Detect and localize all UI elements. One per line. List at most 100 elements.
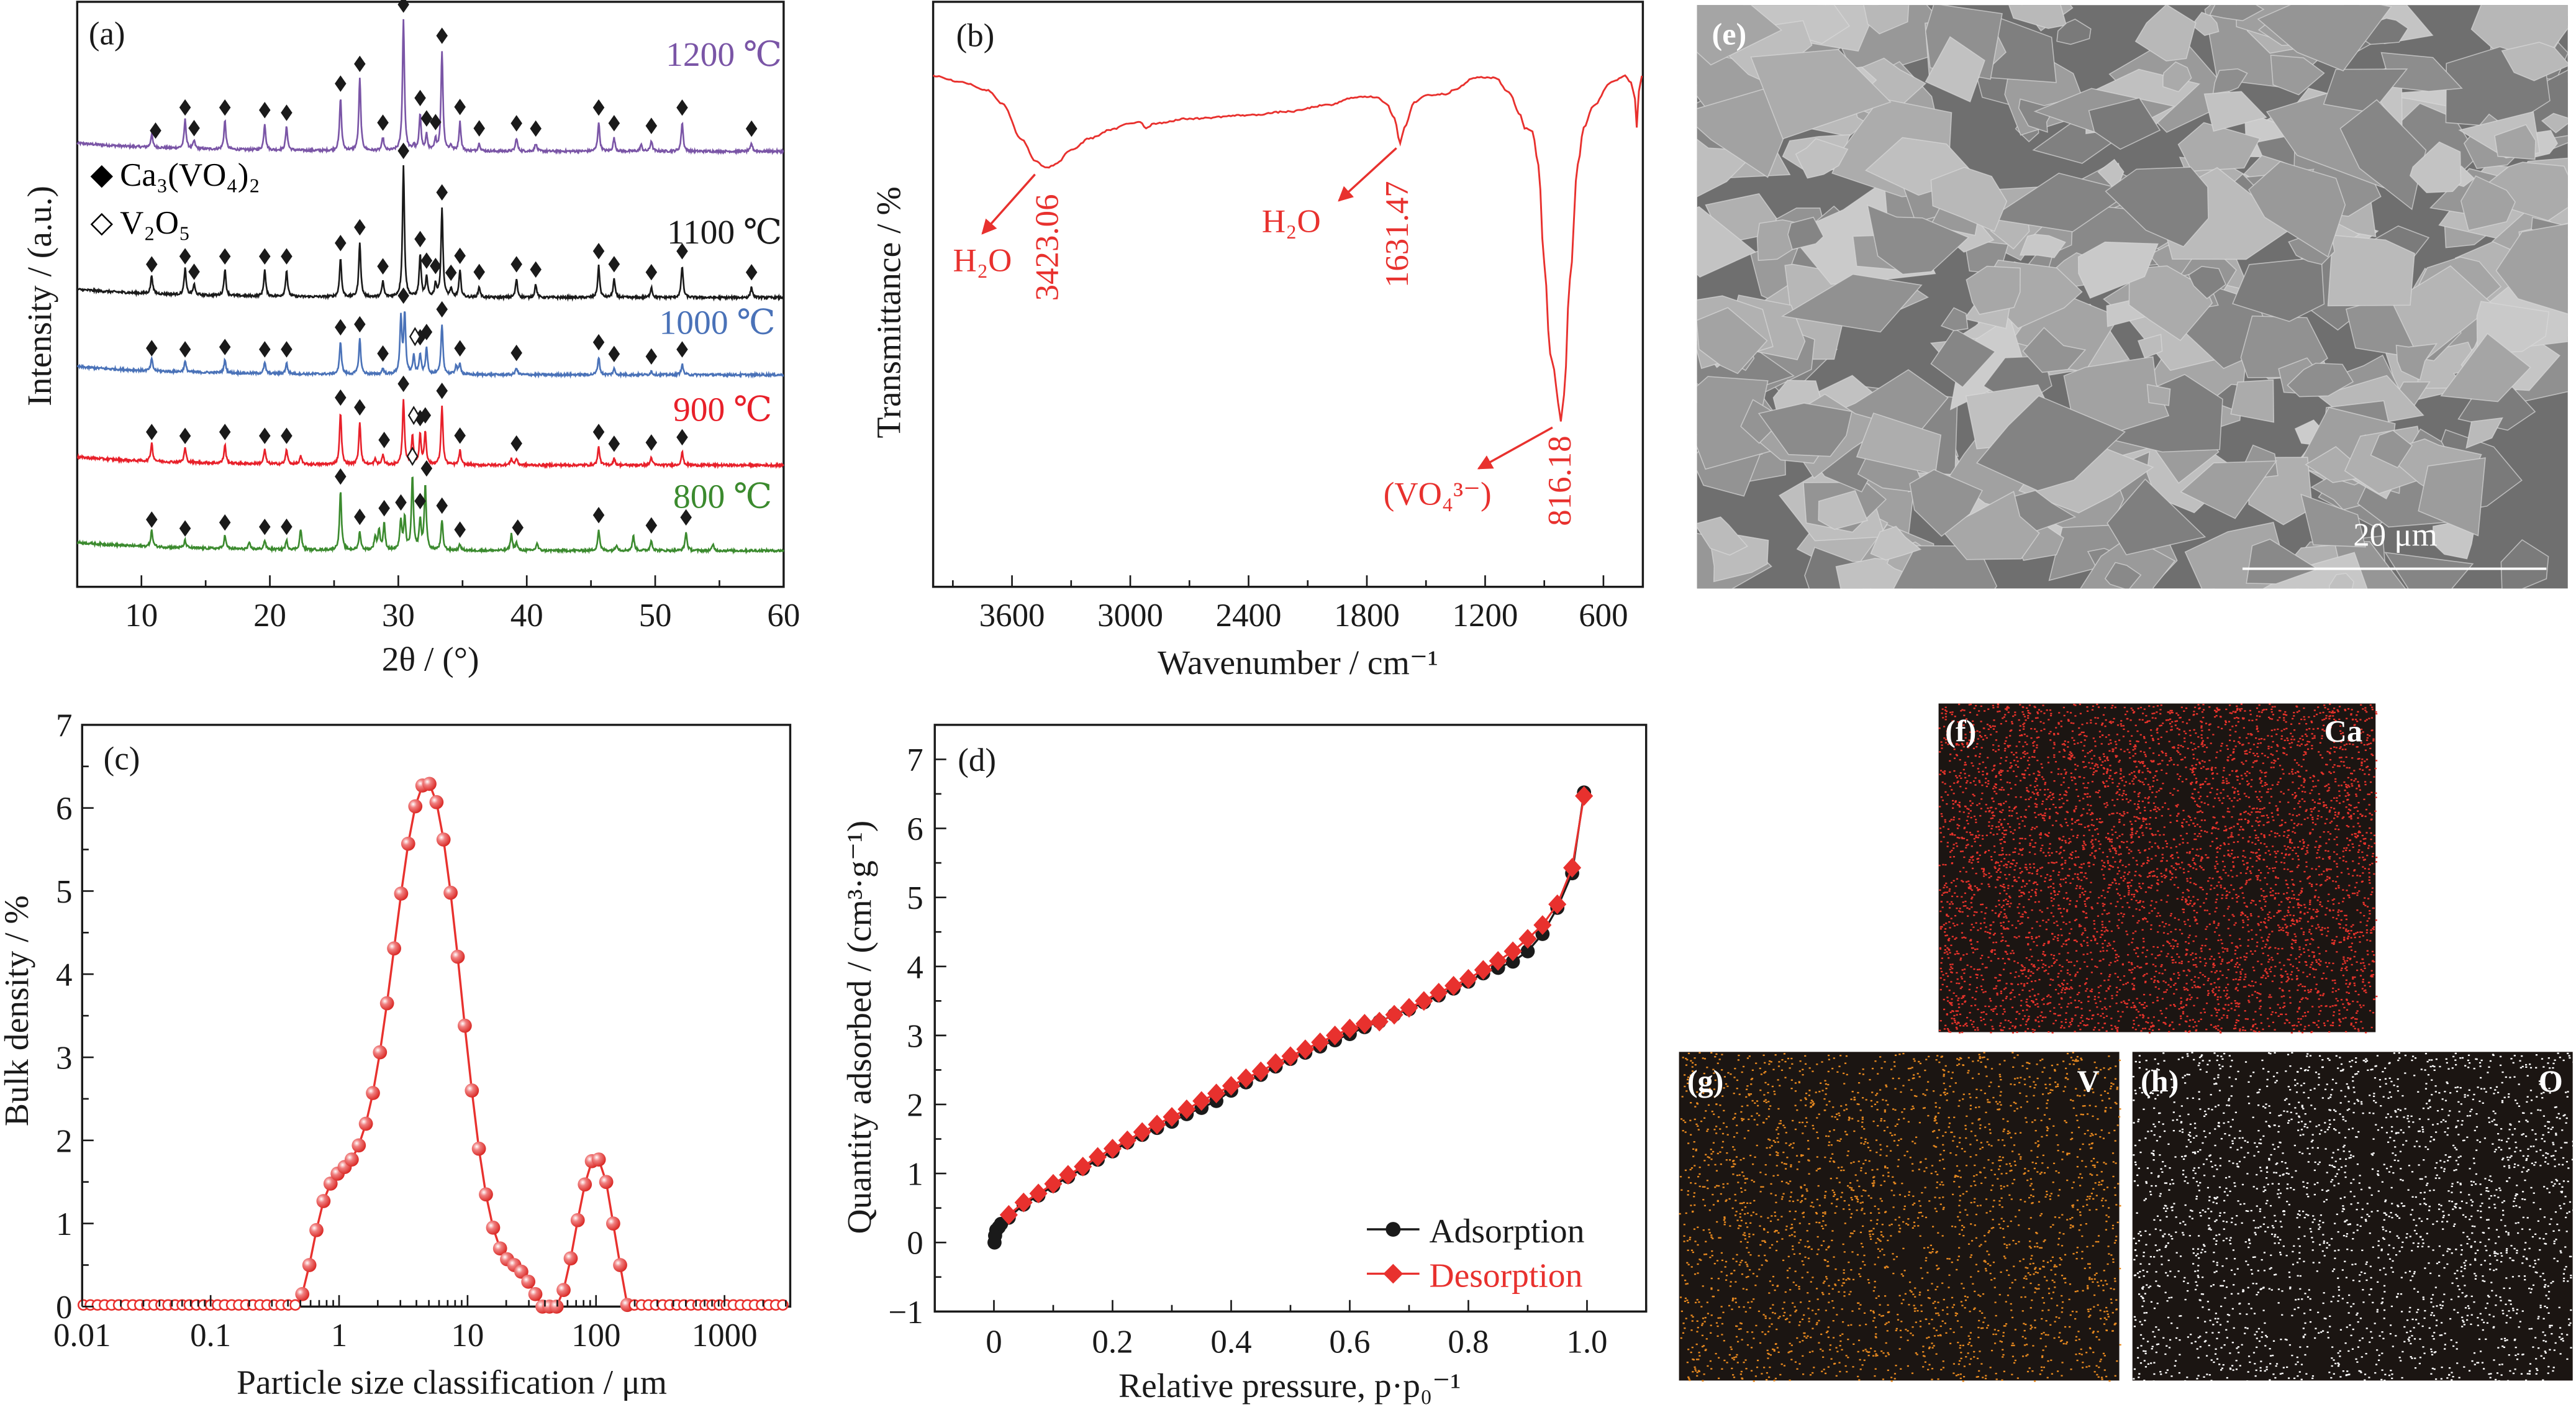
eds-dot — [2287, 868, 2289, 870]
eds-dot — [2141, 929, 2144, 931]
panel-f-eds-ca: (f) Ca — [1938, 703, 2378, 1034]
eds-dot — [2271, 931, 2274, 932]
eds-dot — [2005, 915, 2007, 917]
eds-dot — [2264, 922, 2266, 924]
eds-dot — [2223, 767, 2225, 769]
eds-dot — [2236, 790, 2239, 792]
panel-e-label: (e) — [1712, 17, 1747, 52]
eds-dot — [2292, 1024, 2294, 1027]
eds-dot — [2317, 990, 2320, 992]
eds-dot — [2357, 822, 2359, 824]
eds-dot — [2028, 763, 2031, 766]
eds-dot — [2083, 848, 2085, 850]
eds-dot — [2160, 860, 2162, 862]
eds-dot — [2211, 767, 2213, 768]
eds-dot — [2328, 789, 2330, 791]
eds-dot — [1939, 751, 1941, 753]
eds-dot — [2259, 808, 2261, 810]
eds-dot — [2325, 950, 2328, 952]
eds-dot — [2013, 996, 2016, 998]
eds-dot — [2279, 926, 2281, 929]
eds-dot — [2288, 854, 2291, 855]
eds-dot — [2002, 1029, 2004, 1031]
eds-dot — [2030, 936, 2033, 938]
eds-dot — [2334, 778, 2337, 780]
eds-dot — [2092, 863, 2095, 866]
eds-dot — [1946, 845, 1949, 847]
desorption-point — [1192, 1091, 1211, 1111]
y-tick-label: 0 — [907, 1226, 923, 1262]
eds-dot — [2321, 933, 2323, 936]
eds-dot — [2300, 927, 2303, 929]
eds-dot — [2131, 938, 2134, 940]
eds-dot — [2109, 769, 2112, 772]
eds-dot — [2347, 813, 2349, 814]
eds-dot — [2170, 847, 2172, 849]
eds-dot — [2058, 1003, 2061, 1005]
eds-dot — [2120, 773, 2122, 775]
eds-dot — [2029, 834, 2031, 837]
eds-dot — [2069, 921, 2071, 923]
eds-dot — [2307, 949, 2310, 951]
eds-dot — [2015, 764, 2017, 766]
eds-dot — [2157, 883, 2159, 885]
eds-dot — [2250, 851, 2252, 853]
eds-dot — [2303, 985, 2306, 988]
eds-dot — [2041, 911, 2043, 913]
eds-dot — [1939, 770, 1943, 772]
eds-dot — [2144, 891, 2147, 893]
eds-dot — [2356, 788, 2358, 790]
eds-dot — [2118, 1020, 2120, 1022]
eds-dot — [2024, 753, 2026, 755]
eds-dot — [2043, 778, 2045, 780]
eds-dot — [2193, 903, 2195, 905]
eds-dot — [1996, 994, 1998, 996]
eds-dot — [2193, 981, 2195, 983]
eds-dot — [1978, 756, 1981, 758]
eds-dot — [2103, 782, 2105, 785]
eds-dot — [2180, 962, 2183, 965]
eds-dot — [2128, 961, 2130, 963]
eds-dot — [2374, 767, 2377, 770]
eds-dot — [2365, 767, 2368, 768]
eds-dot — [2269, 994, 2271, 996]
eds-dot — [2298, 946, 2301, 948]
panel-a-x-axis: 10 20 30 40 50 60 — [76, 575, 800, 634]
eds-dot — [2164, 1023, 2167, 1025]
eds-dot — [2151, 910, 2153, 912]
v2o5-peak-marker — [407, 406, 420, 426]
eds-dot — [2366, 906, 2369, 908]
eds-dot — [2036, 968, 2039, 971]
eds-dot — [2070, 979, 2072, 981]
eds-dot — [2038, 967, 2040, 969]
eds-dot — [2375, 760, 2378, 762]
eds-dot — [2015, 1018, 2018, 1020]
eds-dot — [2141, 865, 2143, 867]
eds-dot — [2238, 793, 2240, 795]
eds-dot — [1982, 978, 1984, 981]
eds-dot — [2368, 773, 2370, 776]
eds-dot — [2193, 743, 2195, 745]
eds-dot — [2023, 906, 2025, 908]
eds-dot — [2141, 824, 2143, 827]
eds-dot — [2025, 975, 2027, 977]
eds-dot — [2267, 850, 2270, 852]
eds-dot — [2275, 733, 2278, 735]
ca3vo42-peak-marker — [454, 247, 466, 265]
eds-dot — [2115, 831, 2117, 833]
eds-dot — [2128, 871, 2131, 873]
eds-dot — [2297, 740, 2300, 742]
eds-dot — [2118, 845, 2121, 847]
eds-dot — [2123, 706, 2126, 709]
eds-dot — [2009, 866, 2011, 868]
eds-dot — [2281, 947, 2283, 950]
eds-dot — [2307, 989, 2310, 991]
eds-dot — [1997, 862, 1999, 863]
eds-dot — [2084, 900, 2086, 903]
eds-dot — [2188, 852, 2191, 854]
eds-dot — [2232, 861, 2234, 863]
ftir-curve — [932, 74, 1643, 422]
ca3vo42-peak-marker — [188, 263, 200, 280]
eds-dot — [2090, 804, 2092, 807]
eds-dot — [2010, 765, 2013, 767]
